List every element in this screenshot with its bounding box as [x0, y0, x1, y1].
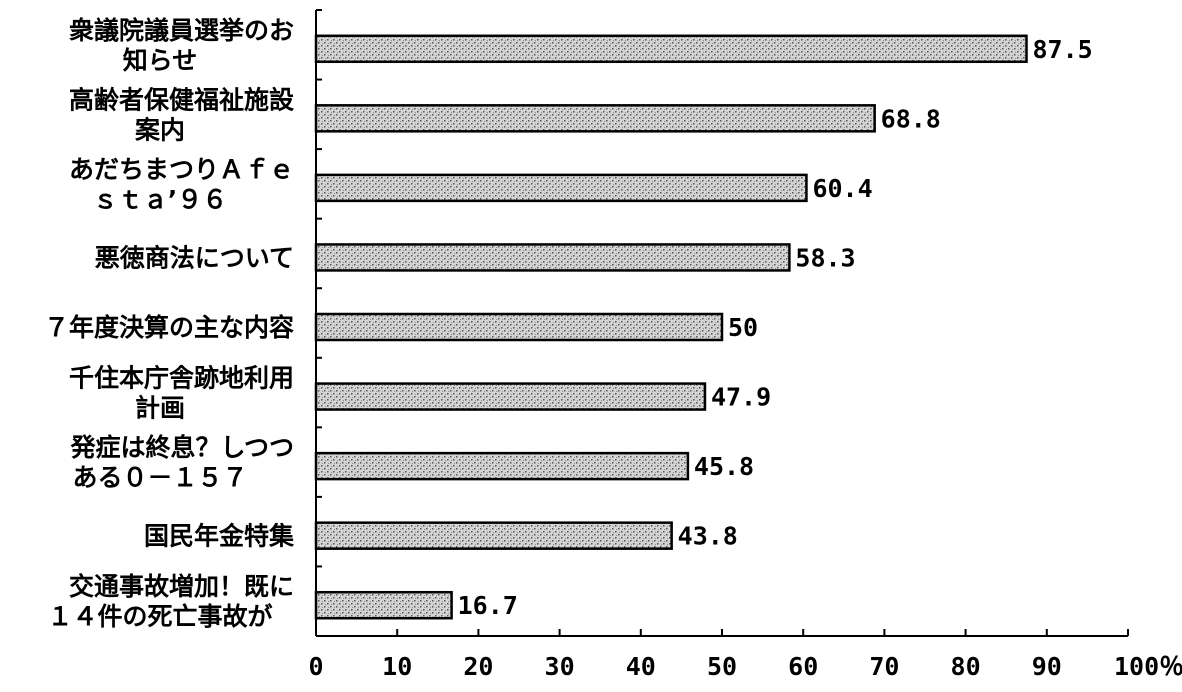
category-label: 交通事故増加！既に	[69, 572, 294, 601]
bar	[314, 451, 690, 481]
bar	[314, 104, 876, 133]
x-tick-label: 60	[788, 652, 818, 681]
x-tick-label: 90	[1032, 652, 1062, 681]
bar-value-label: 68.8	[881, 104, 941, 133]
bar-value-label: 58.3	[795, 243, 855, 272]
x-tick-label: 30	[545, 652, 575, 681]
category-label: 案内	[134, 115, 185, 144]
x-tick-label: 80	[951, 652, 981, 681]
bar-value-label: 45.8	[694, 452, 754, 481]
category-label: あだちまつりＡｆｅ	[69, 155, 294, 184]
bar	[314, 590, 453, 620]
x-tick-label: 20	[463, 652, 493, 681]
bars	[314, 34, 1028, 620]
x-tick-label: 50	[707, 652, 737, 681]
x-tick-label: 10	[382, 652, 412, 681]
category-label: ７年度決算の主な内容	[44, 313, 294, 342]
category-label: 国民年金特集	[144, 522, 295, 551]
bar-value-label: 43.8	[678, 522, 738, 551]
bar-value-label: 87.5	[1033, 35, 1093, 64]
category-label: １４件の死亡事故が	[47, 602, 272, 631]
category-label: 高齢者保健福祉施設	[69, 85, 295, 114]
bar	[314, 243, 791, 272]
bar	[314, 34, 1028, 64]
x-tick-label: 40	[626, 652, 656, 681]
x-tick-labels: 0 10 20 30 40 50 60 70 80 90 100％	[308, 652, 1182, 681]
bar	[314, 312, 724, 342]
x-ticks	[315, 9, 1129, 637]
bar	[314, 521, 673, 550]
category-label: 発症は終息？しつつ	[69, 433, 294, 462]
category-label: ある０－１５７	[72, 463, 247, 492]
bar-value-label: 50	[728, 313, 758, 342]
bar	[314, 382, 707, 411]
bar-value-label: 16.7	[458, 591, 518, 620]
category-label: 悪徳商法について	[95, 243, 294, 272]
category-label: ｓｔａ’９６	[93, 185, 228, 214]
x-tick-label: 70	[869, 652, 899, 681]
category-label: 知らせ	[123, 46, 198, 75]
x-tick-label: 0	[308, 652, 323, 681]
bar	[314, 173, 808, 203]
category-label: 計画	[135, 394, 185, 423]
category-label: 衆議院議員選挙のお	[69, 16, 294, 45]
value-labels: 87.5 68.8 60.4 58.3 50 47.9 45.8 43.8 16.7	[458, 35, 1093, 620]
x-tick-label: 100％	[1114, 652, 1182, 681]
category-label: 千住本庁舎跡地利用	[69, 364, 294, 393]
bar-value-label: 60.4	[812, 174, 872, 203]
bar-value-label: 47.9	[711, 383, 771, 412]
